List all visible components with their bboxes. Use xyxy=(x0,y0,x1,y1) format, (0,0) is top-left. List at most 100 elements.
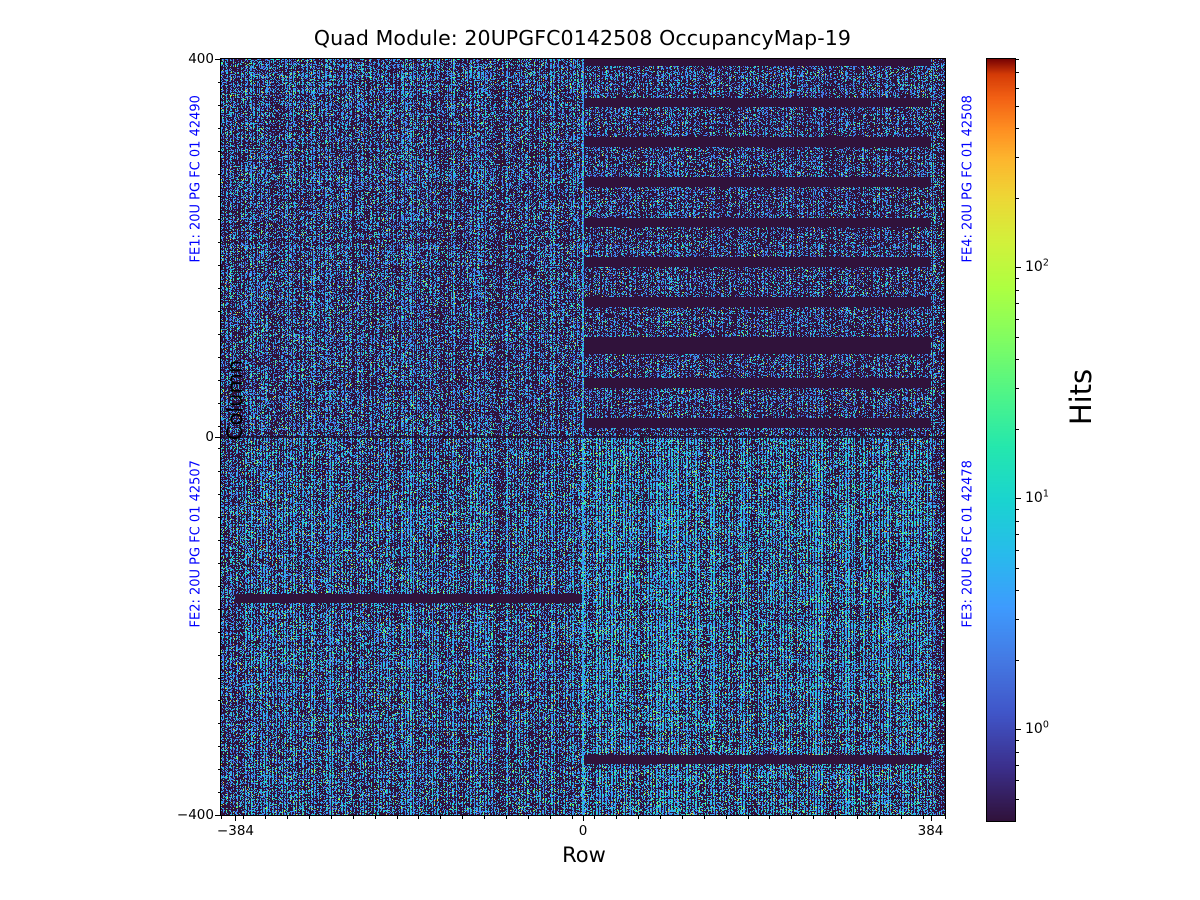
colorbar-minor-tick xyxy=(1015,106,1019,108)
colorbar-minor-tick xyxy=(1015,739,1019,741)
x-axis-minor-tick xyxy=(813,815,815,819)
colorbar-minor-tick xyxy=(1015,59,1019,60)
x-axis-major-tick xyxy=(583,815,584,821)
x-axis-minor-tick xyxy=(418,815,420,819)
y-axis-minor-tick xyxy=(217,585,221,587)
x-axis-minor-tick xyxy=(703,815,705,819)
x-axis-minor-tick xyxy=(440,815,442,819)
x-axis-minor-tick xyxy=(330,815,332,819)
occupancy-heatmap-axes[interactable]: 400 0 −400 −384 0 384 Column Row xyxy=(177,51,946,867)
x-axis-minor-tick xyxy=(593,815,595,819)
colorbar-tick-label: 101 xyxy=(1025,488,1049,507)
x-axis-minor-tick xyxy=(637,815,639,819)
x-axis-minor-tick xyxy=(879,815,881,819)
x-axis-minor-tick xyxy=(221,815,222,819)
x-axis-minor-tick xyxy=(615,815,617,819)
colorbar-tick-label: 102 xyxy=(1025,259,1049,276)
x-axis-tick-label: 0 xyxy=(578,823,588,839)
y-axis-minor-tick xyxy=(217,379,221,381)
y-axis-minor-tick xyxy=(217,723,221,725)
y-axis-minor-tick xyxy=(217,471,221,473)
colorbar-minor-tick xyxy=(1015,289,1019,291)
y-axis-minor-tick xyxy=(217,540,221,542)
x-axis-major-tick xyxy=(930,815,932,821)
y-axis-minor-tick xyxy=(217,654,221,656)
colorbar-minor-tick xyxy=(1015,780,1019,782)
y-axis-minor-tick xyxy=(217,242,221,244)
colorbar-minor-tick xyxy=(1015,336,1019,338)
x-axis-minor-tick xyxy=(264,815,266,819)
colorbar-minor-tick xyxy=(1015,751,1019,753)
y-axis-minor-tick xyxy=(217,746,221,748)
y-axis-minor-tick xyxy=(217,104,221,106)
colorbar-axes[interactable]: 100 101 102 xyxy=(986,58,1049,822)
y-axis-label: Column xyxy=(223,359,247,441)
y-axis-minor-tick xyxy=(217,173,221,175)
colorbar-minor-tick xyxy=(1015,798,1019,800)
page-title: Quad Module: 20UPGFC0142508 OccupancyMap… xyxy=(313,26,852,50)
x-axis-minor-tick xyxy=(528,815,530,819)
colorbar-tick-mantissa: 10 xyxy=(1025,721,1043,738)
x-axis-label: Row xyxy=(562,843,606,867)
colorbar-minor-tick xyxy=(1015,197,1019,199)
x-axis-minor-tick xyxy=(835,815,837,819)
x-axis-minor-tick xyxy=(857,815,859,819)
colorbar-minor-tick xyxy=(1015,659,1019,661)
y-axis-minor-tick xyxy=(217,81,221,83)
colorbar-minor-tick xyxy=(1015,128,1019,130)
y-axis-tick-label: 0 xyxy=(205,429,214,445)
x-axis-major-tick xyxy=(235,815,237,821)
y-axis-minor-tick xyxy=(217,425,221,427)
y-axis-minor-tick xyxy=(217,792,221,794)
colorbar-major-tick xyxy=(1015,498,1021,500)
y-axis-minor-tick xyxy=(217,265,221,267)
colorbar-tick-label: 100 xyxy=(1025,719,1049,738)
colorbar-minor-tick xyxy=(1015,87,1019,89)
colorbar-minor-tick xyxy=(1015,619,1019,620)
x-axis-minor-tick xyxy=(725,815,727,819)
x-axis-minor-tick xyxy=(308,815,310,819)
y-axis-minor-tick xyxy=(217,563,221,564)
y-axis-minor-tick xyxy=(217,127,221,129)
colorbar-minor-tick xyxy=(1015,549,1019,551)
colorbar-minor-tick xyxy=(1015,359,1019,361)
y-axis-minor-tick xyxy=(217,769,221,771)
y-axis-minor-tick xyxy=(217,333,221,335)
y-axis-major-tick xyxy=(215,59,221,60)
x-axis-minor-tick xyxy=(550,815,552,819)
colorbar-minor-tick xyxy=(1015,428,1019,430)
x-axis-minor-tick xyxy=(769,815,771,819)
colorbar-minor-tick xyxy=(1015,764,1019,766)
x-axis-minor-tick xyxy=(506,815,508,819)
x-axis-minor-tick xyxy=(747,815,749,819)
y-axis-minor-tick xyxy=(217,700,221,702)
x-axis-minor-tick xyxy=(462,815,464,819)
colorbar-major-tick xyxy=(1015,267,1021,269)
x-axis-minor-tick xyxy=(242,815,244,819)
colorbar-label: Hits xyxy=(1064,368,1098,426)
colorbar-tick-exponent: 1 xyxy=(1042,488,1049,500)
x-axis-minor-tick xyxy=(923,815,925,819)
colorbar-minor-tick xyxy=(1015,508,1019,510)
colorbar-minor-tick xyxy=(1015,590,1019,592)
colorbar-major-tick xyxy=(1015,729,1021,731)
colorbar-gradient xyxy=(987,59,1015,821)
x-axis-minor-tick xyxy=(659,815,661,819)
x-axis-minor-tick xyxy=(374,815,376,819)
x-axis-minor-tick xyxy=(945,815,946,819)
colorbar-minor-tick xyxy=(1015,388,1019,390)
x-axis-minor-tick xyxy=(681,815,683,819)
colorbar-tick-exponent: 0 xyxy=(1042,719,1049,731)
colorbar-tick-mantissa: 10 xyxy=(1025,490,1043,507)
y-axis-tick-label: 400 xyxy=(188,51,214,67)
y-axis-minor-tick xyxy=(217,517,221,519)
y-axis-major-tick xyxy=(215,437,221,438)
y-axis-tick-label: −400 xyxy=(176,807,214,823)
x-axis-minor-tick xyxy=(901,815,903,819)
y-axis-minor-tick xyxy=(217,356,221,358)
colorbar-minor-tick xyxy=(1015,318,1019,320)
x-axis-minor-tick xyxy=(791,815,793,819)
y-axis-minor-tick xyxy=(217,196,221,198)
y-axis-major-tick xyxy=(215,815,221,816)
